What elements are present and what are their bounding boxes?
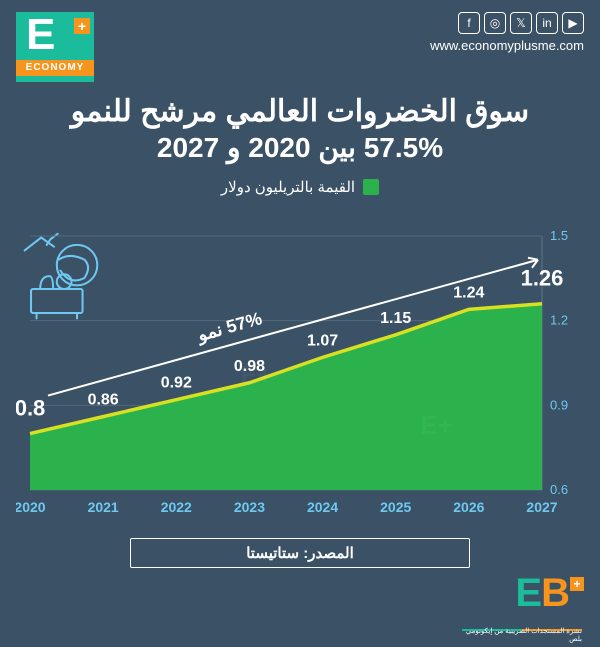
twitter-icon[interactable]: 𝕏 xyxy=(510,12,532,34)
svg-text:1.15: 1.15 xyxy=(380,310,411,327)
svg-text:0.8: 0.8 xyxy=(16,396,45,421)
svg-text:1.5: 1.5 xyxy=(550,228,568,243)
website-url[interactable]: www.economyplusme.com xyxy=(430,38,584,53)
logo-band: ECONOMY xyxy=(16,60,94,76)
source-bar: المصدر: ستاتيستا xyxy=(130,538,470,568)
instagram-icon[interactable]: ◎ xyxy=(484,12,506,34)
svg-text:2027: 2027 xyxy=(526,499,557,515)
svg-text:2025: 2025 xyxy=(380,499,411,515)
svg-text:0.92: 0.92 xyxy=(161,375,192,392)
social-icons: f ◎ 𝕏 in ▶ xyxy=(430,12,584,34)
svg-text:2020: 2020 xyxy=(16,499,46,515)
svg-text:2024: 2024 xyxy=(307,499,338,515)
header-right: f ◎ 𝕏 in ▶ www.economyplusme.com xyxy=(430,12,584,53)
logo-plus: + xyxy=(74,18,90,34)
logo-letter: E xyxy=(26,10,53,60)
svg-text:0.98: 0.98 xyxy=(234,358,265,375)
svg-text:0.6: 0.6 xyxy=(550,482,568,497)
title-line2: 57.5% بين 2020 و 2027 xyxy=(20,131,580,164)
youtube-icon[interactable]: ▶ xyxy=(562,12,584,34)
title-line1: سوق الخضروات العالمي مرشح للنمو xyxy=(20,94,580,129)
legend-label: القيمة بالتريليون دولار xyxy=(221,178,355,196)
svg-text:2026: 2026 xyxy=(453,499,484,515)
brand-logo: E + ECONOMY xyxy=(16,12,94,82)
svg-text:2021: 2021 xyxy=(88,499,119,515)
legend-swatch xyxy=(363,179,379,195)
area-chart: 0.6 0.9 1.2 1.5 57% نمو 0.8 0.86 0.92 0.98 1.07 1.… xyxy=(16,214,584,524)
svg-text:0.86: 0.86 xyxy=(88,392,119,409)
title-block: سوق الخضروات العالمي مرشح للنمو 57.5% بي… xyxy=(0,94,600,164)
footer-tagline: نشرة المستجدات الضريبية من إيكونومي بلص xyxy=(462,627,582,643)
footer-logo: E B + نشرة المستجدات الضريبية من إيكونوم… xyxy=(462,575,582,631)
linkedin-icon[interactable]: in xyxy=(536,12,558,34)
header: E + ECONOMY f ◎ 𝕏 in ▶ www.economyplusme… xyxy=(0,0,600,90)
svg-text:57% نمو: 57% نمو xyxy=(193,308,264,346)
svg-text:2022: 2022 xyxy=(161,499,192,515)
svg-text:1.07: 1.07 xyxy=(307,332,338,349)
svg-text:1.24: 1.24 xyxy=(453,284,484,301)
svg-text:0.9: 0.9 xyxy=(550,397,568,412)
svg-text:2023: 2023 xyxy=(234,499,265,515)
legend: القيمة بالتريليون دولار xyxy=(0,178,600,196)
svg-text:1.2: 1.2 xyxy=(550,313,568,328)
facebook-icon[interactable]: f xyxy=(458,12,480,34)
svg-text:1.26: 1.26 xyxy=(521,266,564,291)
